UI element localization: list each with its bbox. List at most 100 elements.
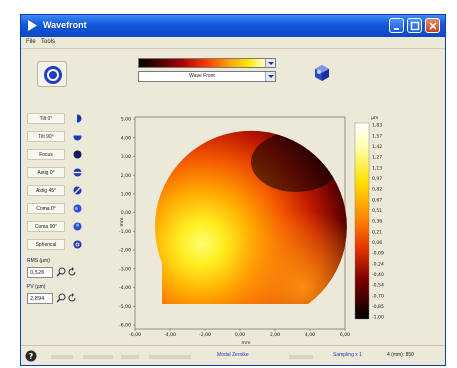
colorbar-ticks: 1,83 1,57 1,42 1,27 1,13 0,97 0,82 0,67 0,51 0,36… bbox=[372, 123, 384, 321]
display-mode-value: Wave Front bbox=[189, 73, 215, 79]
mode-tilt-0[interactable]: Tilt 0° bbox=[25, 112, 85, 125]
maximize-button[interactable] bbox=[407, 18, 422, 33]
mode-label: Focus bbox=[27, 149, 65, 160]
colorbar-tick-label: -0,54 bbox=[372, 283, 384, 289]
app-icon bbox=[28, 20, 37, 31]
y-tick-label: 1,00 bbox=[121, 192, 131, 198]
x-tick-label: 0,00 bbox=[235, 332, 245, 338]
svg-text:?: ? bbox=[29, 352, 34, 361]
mode-label: Spherical bbox=[27, 239, 65, 250]
minimize-button[interactable] bbox=[389, 18, 404, 33]
refresh-icon[interactable] bbox=[67, 293, 77, 303]
menu-bar: File Tools bbox=[21, 37, 445, 49]
chevron-down-icon[interactable] bbox=[265, 72, 275, 81]
y-tick-label: -2,00 bbox=[119, 248, 131, 254]
pv-value: 2,894 bbox=[27, 293, 53, 304]
y-tick-label: -5,00 bbox=[119, 304, 131, 310]
mode-spherical[interactable]: Spherical bbox=[25, 238, 85, 251]
y-tick-label: 4,00 bbox=[121, 135, 131, 141]
menu-tools[interactable]: Tools bbox=[41, 39, 56, 45]
display-mode-select[interactable]: Wave Front bbox=[138, 71, 276, 82]
y-tick-label: -6,00 bbox=[119, 323, 131, 329]
rms-label: RMS (µm) bbox=[27, 258, 50, 264]
colorbar-tick-label: 0,82 bbox=[372, 187, 382, 193]
zernike-panel: Tilt 0° Tilt 90° Focus Astig 0° Astig 45… bbox=[23, 51, 87, 343]
wavefront-window: Wavefront File Tools Tilt 0° bbox=[20, 14, 446, 366]
view-3d-icon[interactable] bbox=[312, 63, 332, 83]
status-pupil: 4 (mm): 850 bbox=[387, 352, 414, 358]
colorbar-tick-label: -1,00 bbox=[372, 315, 384, 321]
y-axis-ticks: 5,00 4,00 3,00 2,00 1,00 0,00 -1,00 -2,00 -3,00 -… bbox=[119, 117, 135, 329]
ring-icon bbox=[73, 240, 82, 249]
filled-circle-icon bbox=[73, 150, 82, 159]
astig-0-icon bbox=[73, 168, 82, 177]
y-tick-label: -3,00 bbox=[119, 266, 131, 272]
close-button[interactable] bbox=[425, 18, 440, 33]
mode-label: Coma 0° bbox=[27, 203, 65, 214]
half-circle-icon bbox=[73, 114, 82, 123]
y-tick-label: 3,00 bbox=[121, 154, 131, 160]
colorbar-tick-label: 0,67 bbox=[372, 197, 382, 203]
target-icon bbox=[44, 66, 62, 84]
x-tick-label: 2,00 bbox=[270, 332, 280, 338]
colormap-select[interactable] bbox=[138, 58, 276, 68]
minimize-icon bbox=[394, 28, 399, 30]
wavefront-map bbox=[154, 130, 347, 305]
colorbar-tick-label: -0,70 bbox=[372, 293, 384, 299]
window-title: Wavefront bbox=[43, 20, 87, 30]
x-tick-label: -4,00 bbox=[164, 332, 176, 338]
menu-file[interactable]: File bbox=[26, 39, 36, 45]
x-axis-label: mm bbox=[242, 341, 251, 345]
x-tick-label: 4,00 bbox=[305, 332, 315, 338]
y-tick-label: -4,00 bbox=[119, 285, 131, 291]
chevron-down-icon[interactable] bbox=[265, 59, 275, 67]
y-tick-label: -1,00 bbox=[119, 229, 131, 235]
colorbar-unit: µm bbox=[371, 116, 379, 121]
x-tick-label: -6,00 bbox=[129, 332, 141, 338]
mode-astig-45[interactable]: Astig 45° bbox=[25, 184, 85, 197]
colorbar-tick-label: 1,57 bbox=[372, 133, 382, 139]
help-icon[interactable]: ? bbox=[25, 350, 37, 362]
colorbar-tick-label: 0,51 bbox=[372, 208, 382, 214]
status-bar: ? Modal Zernike Sampling x 1 4 (mm): 850 bbox=[21, 345, 445, 365]
colorbar-tick-label: 1,27 bbox=[372, 155, 382, 161]
maximize-icon bbox=[410, 21, 420, 31]
colorbar-tick-label: -0,85 bbox=[372, 304, 384, 310]
mode-astig-0[interactable]: Astig 0° bbox=[25, 166, 85, 179]
mode-label: Tilt 0° bbox=[27, 113, 65, 124]
y-tick-label: 2,00 bbox=[121, 173, 131, 179]
mode-label: Astig 45° bbox=[27, 185, 65, 196]
colorbar bbox=[354, 122, 370, 320]
wavefront-plot: -6,00 -4,00 -2,00 0,00 2,00 4,00 6,00 5,00 4,00… bbox=[119, 116, 384, 345]
colorbar-tick-label: 1,13 bbox=[372, 165, 382, 171]
refresh-icon[interactable] bbox=[67, 267, 77, 277]
title-bar[interactable]: Wavefront bbox=[21, 15, 445, 37]
x-tick-label: 6,00 bbox=[340, 332, 350, 338]
mode-focus[interactable]: Focus bbox=[25, 148, 85, 161]
rms-value: 0,526 bbox=[27, 267, 53, 278]
colorbar-tick-label: 0,06 bbox=[372, 240, 382, 246]
colorbar-tick-label: 0,36 bbox=[372, 219, 382, 225]
y-tick-label: 0,00 bbox=[121, 210, 131, 216]
mode-coma-90[interactable]: Coma 90° bbox=[25, 220, 85, 233]
y-axis-label: mm bbox=[120, 217, 125, 226]
mode-coma-0[interactable]: Coma 0° bbox=[25, 202, 85, 215]
pv-label: PV (µm) bbox=[27, 284, 46, 290]
x-tick-label: -2,00 bbox=[199, 332, 211, 338]
x-axis-ticks: -6,00 -4,00 -2,00 0,00 2,00 4,00 6,00 bbox=[129, 329, 350, 338]
y-tick-label: 5,00 bbox=[121, 117, 131, 123]
coma-0-icon bbox=[73, 204, 82, 213]
colorbar-tick-label: 0,97 bbox=[372, 176, 382, 182]
astig-45-icon bbox=[73, 186, 82, 195]
mode-label: Coma 90° bbox=[27, 221, 65, 232]
colorbar-tick-label: -0,09 bbox=[372, 251, 384, 257]
colorbar-tick-label: -0,24 bbox=[372, 261, 384, 267]
mode-label: Astig 0° bbox=[27, 167, 65, 178]
coma-90-icon bbox=[73, 222, 82, 231]
colorbar-tick-label: 0,21 bbox=[372, 229, 382, 235]
wavefront-mode-button[interactable] bbox=[37, 61, 67, 87]
mode-label: Tilt 90° bbox=[27, 131, 65, 142]
magnifier-icon[interactable] bbox=[56, 293, 66, 303]
mode-tilt-90[interactable]: Tilt 90° bbox=[25, 130, 85, 143]
magnifier-icon[interactable] bbox=[56, 267, 66, 277]
